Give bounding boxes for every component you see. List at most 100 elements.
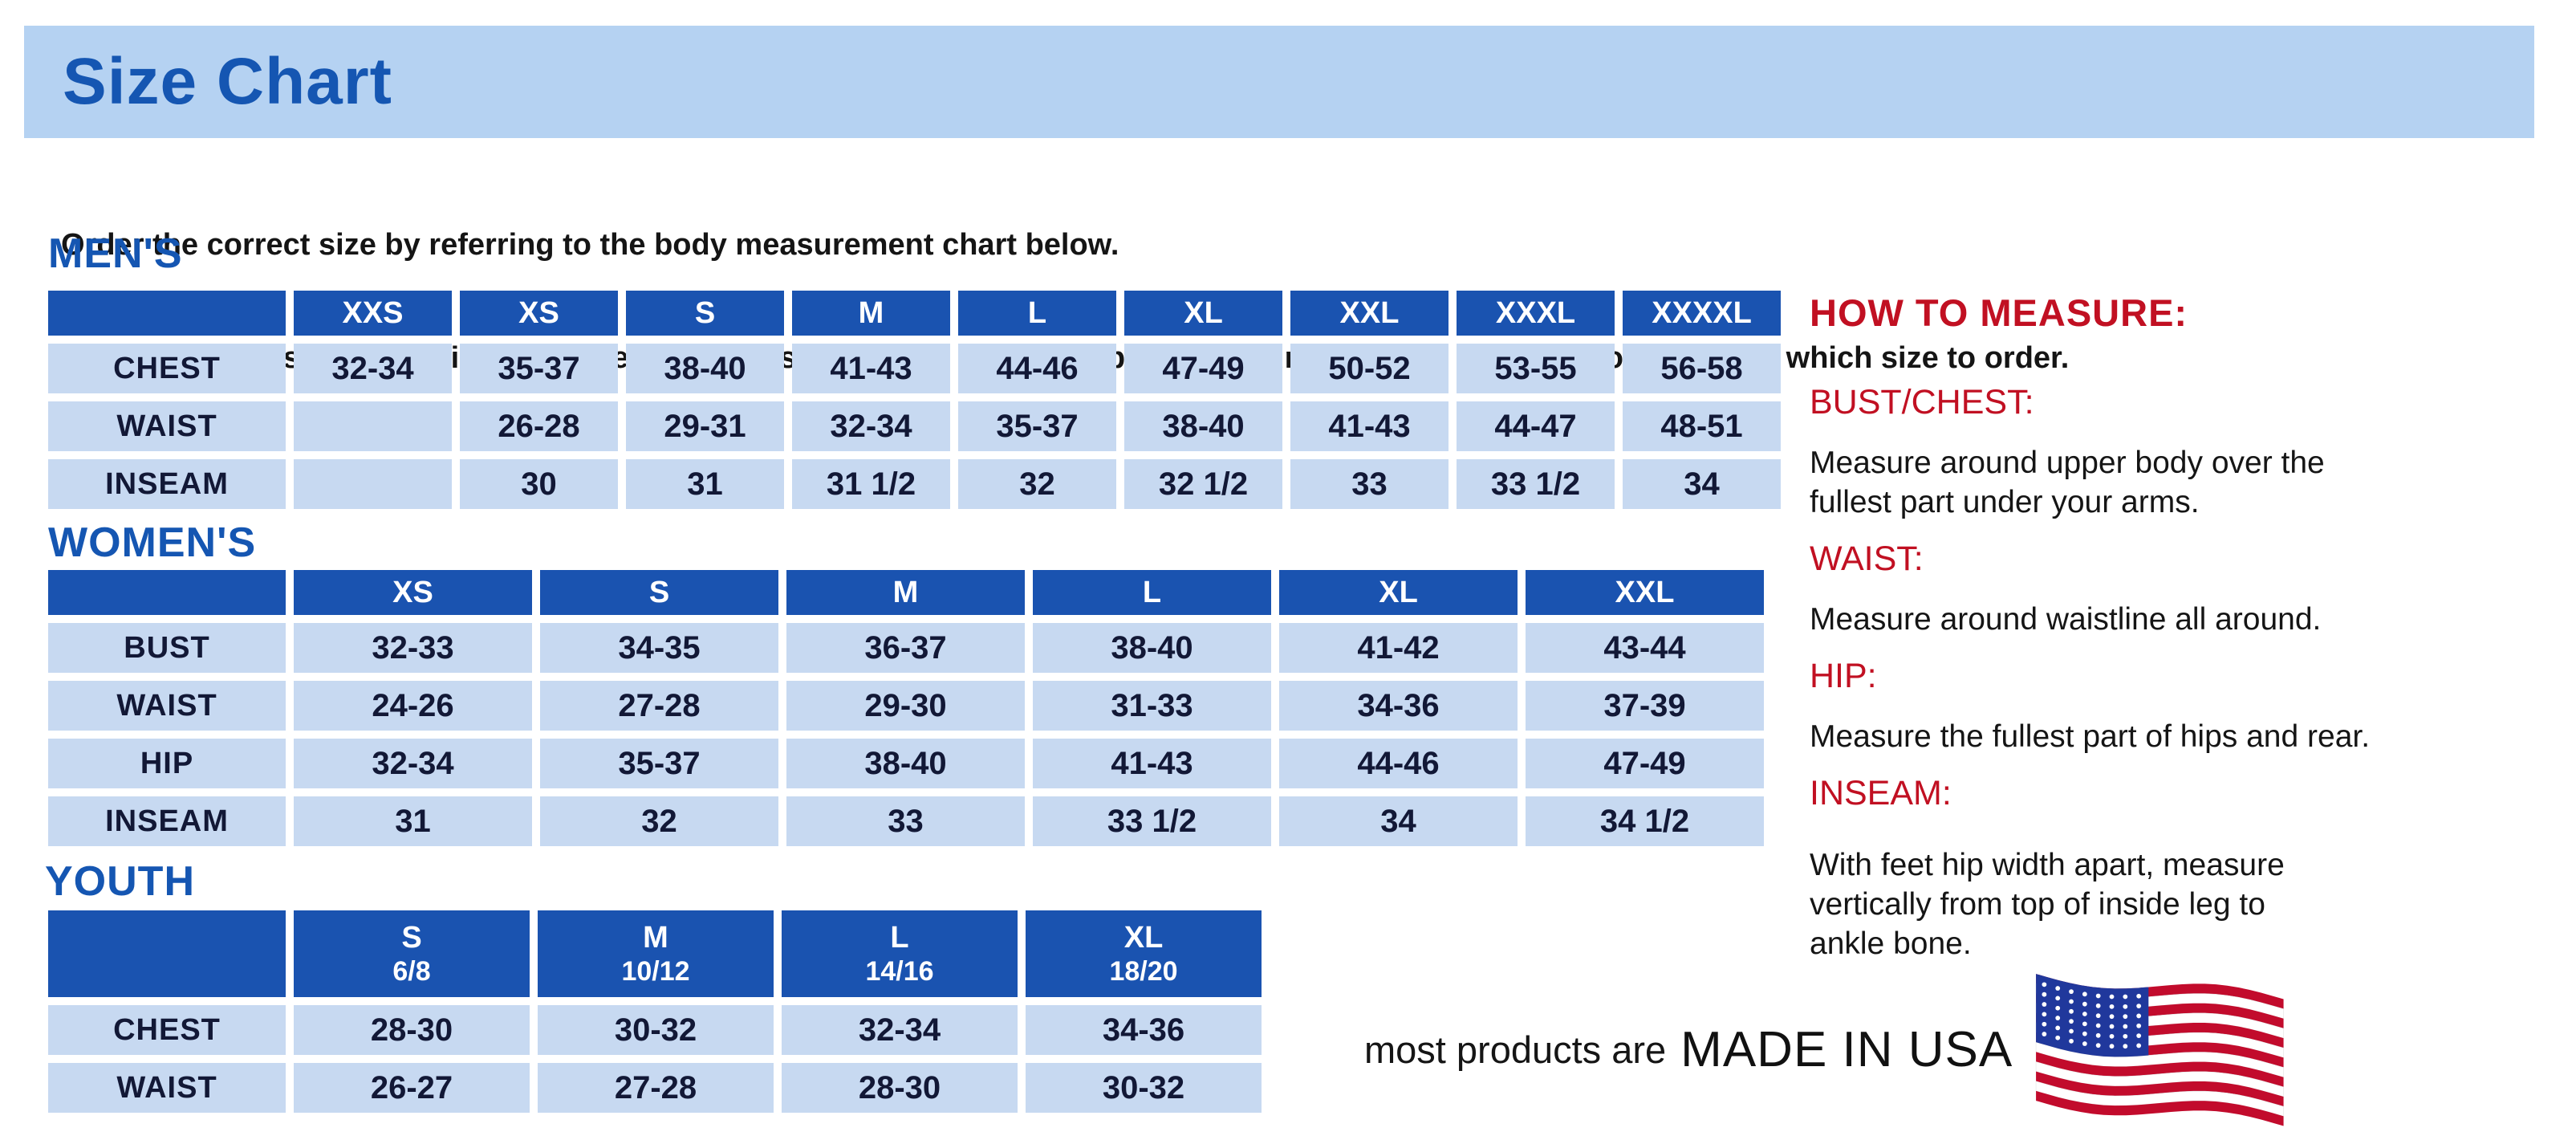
youth-size-value: 30-32 bbox=[538, 1005, 774, 1055]
mens-size-value: 33 bbox=[1290, 459, 1448, 509]
mens-size-value: 41-43 bbox=[1290, 401, 1448, 451]
womens-table-row: HIP 32-34 35-37 38-40 41-43 44-46 47-49 bbox=[48, 739, 1764, 788]
womens-size-value: 47-49 bbox=[1526, 739, 1764, 788]
youth-row-label: WAIST bbox=[48, 1063, 286, 1113]
womens-size-value: 33 1/2 bbox=[1033, 796, 1271, 846]
mens-size-table-wrap: XXS XS S M L XL XXL XXXL XXXXL CHEST 32-34 35-37 38-… bbox=[40, 283, 1789, 517]
youth-size-value: 26-27 bbox=[294, 1063, 530, 1113]
womens-size-value: 41-42 bbox=[1279, 623, 1518, 673]
made-in-usa-note: most products are MADE IN USA bbox=[1364, 963, 2292, 1136]
hip-label: HIP: bbox=[1810, 657, 1877, 695]
title-banner: Size Chart bbox=[24, 26, 2534, 138]
youth-size-table-wrap: S 6/8 M 10/12 L 14/16 XL 18/20 CHEST 28-30 30-32 32… bbox=[40, 902, 1270, 1121]
mens-size-value: 38-40 bbox=[1124, 401, 1282, 451]
mens-row-label: INSEAM bbox=[48, 459, 286, 509]
womens-size-value: 34 1/2 bbox=[1526, 796, 1764, 846]
womens-size-column-header: XS bbox=[294, 570, 532, 615]
mens-size-column-header: L bbox=[958, 291, 1116, 336]
mens-section-heading: MEN'S bbox=[48, 230, 183, 277]
womens-size-value: 38-40 bbox=[1033, 623, 1271, 673]
womens-size-value: 32 bbox=[540, 796, 778, 846]
mens-size-value: 47-49 bbox=[1124, 344, 1282, 393]
mens-size-table: XXS XS S M L XL XXL XXXL XXXXL CHEST 32-34 35-37 38-… bbox=[40, 283, 1789, 517]
womens-size-value: 34 bbox=[1279, 796, 1518, 846]
womens-size-table: XS S M L XL XXL BUST 32-33 34-35 36-37 38-40 41-42 4… bbox=[40, 562, 1772, 854]
womens-size-column-header: XXL bbox=[1526, 570, 1764, 615]
womens-size-column-header: XL bbox=[1279, 570, 1518, 615]
mens-size-value: 44-47 bbox=[1457, 401, 1615, 451]
womens-size-value: 29-30 bbox=[786, 681, 1025, 731]
womens-size-value: 32-34 bbox=[294, 739, 532, 788]
youth-section-heading: YOUTH bbox=[45, 858, 195, 905]
womens-table-row: WAIST 24-26 27-28 29-30 31-33 34-36 37-39 bbox=[48, 681, 1764, 731]
womens-size-value: 27-28 bbox=[540, 681, 778, 731]
mens-size-column-header: XXXL bbox=[1457, 291, 1615, 336]
us-flag-icon bbox=[2036, 974, 2285, 1126]
womens-size-value: 34-36 bbox=[1279, 681, 1518, 731]
womens-size-value: 31-33 bbox=[1033, 681, 1271, 731]
youth-table-row: CHEST 28-30 30-32 32-34 34-36 bbox=[48, 1005, 1262, 1055]
intro-line-1: Order the correct size by referring to t… bbox=[61, 228, 1119, 262]
womens-row-label: BUST bbox=[48, 623, 286, 673]
mens-size-value: 26-28 bbox=[460, 401, 618, 451]
how-to-measure-heading: HOW TO MEASURE: bbox=[1810, 291, 2188, 334]
youth-size-column-header: XL 18/20 bbox=[1026, 910, 1262, 997]
mens-size-column-header: S bbox=[626, 291, 784, 336]
mens-table-row: CHEST 32-34 35-37 38-40 41-43 44-46 47-49 50-52… bbox=[48, 344, 1781, 393]
mens-size-column-header: XXS bbox=[294, 291, 452, 336]
mens-size-column-header: XS bbox=[460, 291, 618, 336]
page-title: Size Chart bbox=[63, 45, 392, 118]
mens-size-value: 41-43 bbox=[792, 344, 950, 393]
youth-size-value: 28-30 bbox=[294, 1005, 530, 1055]
womens-size-column-header: L bbox=[1033, 570, 1271, 615]
youth-size-value: 30-32 bbox=[1026, 1063, 1262, 1113]
womens-table-row: BUST 32-33 34-35 36-37 38-40 41-42 43-44 bbox=[48, 623, 1764, 673]
womens-corner-cell bbox=[48, 570, 286, 615]
womens-size-value: 24-26 bbox=[294, 681, 532, 731]
womens-size-value: 36-37 bbox=[786, 623, 1025, 673]
womens-size-column-header: S bbox=[540, 570, 778, 615]
womens-section-heading: WOMEN'S bbox=[48, 519, 257, 566]
womens-size-value: 37-39 bbox=[1526, 681, 1764, 731]
mens-size-value: 32-34 bbox=[792, 401, 950, 451]
womens-size-value: 41-43 bbox=[1033, 739, 1271, 788]
mens-size-value: 30 bbox=[460, 459, 618, 509]
bust-chest-label: BUST/CHEST: bbox=[1810, 383, 2034, 421]
youth-size-value: 34-36 bbox=[1026, 1005, 1262, 1055]
womens-size-value: 38-40 bbox=[786, 739, 1025, 788]
womens-size-value: 32-33 bbox=[294, 623, 532, 673]
youth-table-row: WAIST 26-27 27-28 28-30 30-32 bbox=[48, 1063, 1262, 1113]
youth-size-column-header: L 14/16 bbox=[782, 910, 1018, 997]
mens-size-column-header: XXXXL bbox=[1623, 291, 1781, 336]
mens-size-value: 34 bbox=[1623, 459, 1781, 509]
mens-corner-cell bbox=[48, 291, 286, 336]
mens-size-value: 35-37 bbox=[460, 344, 618, 393]
hip-instruction: Measure the fullest part of hips and rea… bbox=[1810, 719, 2371, 754]
inseam-instruction: With feet hip width apart, measure verti… bbox=[1810, 848, 2285, 961]
youth-size-value: 32-34 bbox=[782, 1005, 1018, 1055]
mens-table-row: WAIST 26-28 29-31 32-34 35-37 38-40 41-43 44-47… bbox=[48, 401, 1781, 451]
mens-size-value: 29-31 bbox=[626, 401, 784, 451]
mens-size-column-header: M bbox=[792, 291, 950, 336]
womens-size-value: 44-46 bbox=[1279, 739, 1518, 788]
mens-size-value: 32-34 bbox=[294, 344, 452, 393]
mens-size-value: 50-52 bbox=[1290, 344, 1448, 393]
mens-size-value: 32 1/2 bbox=[1124, 459, 1282, 509]
mens-size-value: 31 bbox=[626, 459, 784, 509]
mens-size-value: 31 1/2 bbox=[792, 459, 950, 509]
mens-size-value bbox=[294, 459, 452, 509]
mens-size-column-header: XXL bbox=[1290, 291, 1448, 336]
mens-size-value: 33 1/2 bbox=[1457, 459, 1615, 509]
mens-table-row: INSEAM 30 31 31 1/2 32 32 1/2 33 33 1/2 34 bbox=[48, 459, 1781, 509]
womens-size-value: 35-37 bbox=[540, 739, 778, 788]
mens-size-value: 35-37 bbox=[958, 401, 1116, 451]
mens-row-label: CHEST bbox=[48, 344, 286, 393]
womens-size-column-header: M bbox=[786, 570, 1025, 615]
bust-chest-instruction: Measure around upper body over the fulle… bbox=[1810, 446, 2325, 519]
inseam-label: INSEAM: bbox=[1810, 774, 1952, 812]
made-in-usa-prefix: most products are bbox=[1364, 1028, 1667, 1071]
womens-size-table-wrap: XS S M L XL XXL BUST 32-33 34-35 36-37 38-40 41-42 4… bbox=[40, 562, 1772, 854]
womens-size-value: 31 bbox=[294, 796, 532, 846]
womens-row-label: INSEAM bbox=[48, 796, 286, 846]
mens-size-value: 53-55 bbox=[1457, 344, 1615, 393]
